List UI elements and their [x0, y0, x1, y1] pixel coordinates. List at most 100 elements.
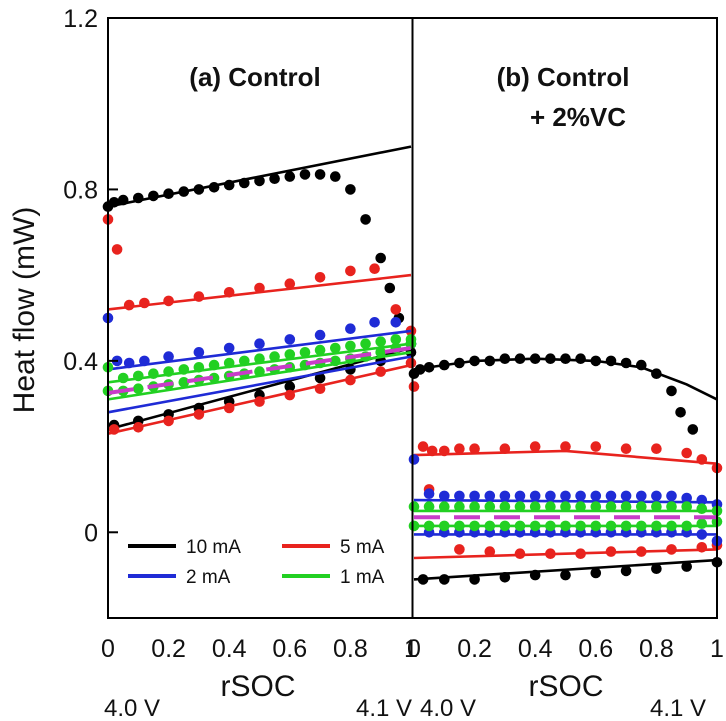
panel-a-series-15-dashed-line	[107, 346, 412, 395]
panel-b-series-12-point-5	[484, 501, 496, 512]
panel-a-series-11-point-11	[269, 351, 280, 362]
panel-b-series-12-point-17	[666, 501, 677, 512]
panel-b-series-8-point-18	[681, 492, 692, 504]
panel-a-series-4-point-12	[390, 304, 402, 315]
panel-b-series-8-point-12	[590, 490, 602, 502]
panel-a-series-12-point-7	[208, 372, 220, 384]
panel-b-series-4-point-11	[651, 443, 662, 455]
panel-b-series-8-point-3	[454, 490, 465, 502]
legend-label-10ma: 10 mA	[186, 537, 241, 558]
panel-a-series-11-point-13	[299, 347, 311, 358]
panel-b-series-4-point-5	[469, 443, 480, 455]
panel-b-series-0-point-20	[687, 424, 699, 435]
panel-b-series-8-point-1	[423, 488, 435, 500]
panel-a-series-4-point-2	[123, 299, 135, 311]
panel-a-series-11-point-19	[390, 334, 402, 345]
panel-a-series-11-point-14	[314, 344, 326, 356]
panel-a-series-0-point-17	[345, 184, 356, 195]
x-axis-label-a: rSOC	[221, 670, 296, 703]
panel-a-series-0-point-19	[375, 252, 387, 264]
panel-b-series-2-point-6	[590, 567, 602, 579]
panel-a-series-0-point-14	[299, 169, 311, 180]
legend-label-1ma: 1 mA	[340, 567, 385, 588]
panel-a-series-0-point-18	[360, 214, 371, 225]
panel-a-series-10-line	[107, 355, 412, 414]
panel-b-series-4-point-10	[620, 443, 632, 455]
panel-a-series-4-point-8	[284, 278, 296, 290]
panel-b-series-6-point-1	[454, 544, 465, 555]
panel-b-series-8-point-9	[545, 490, 556, 502]
panel-b-series-8-point-13	[605, 490, 617, 502]
panel-a-series-4-point-9	[314, 272, 326, 283]
panel-b-series-4-point-0	[408, 381, 420, 392]
panel-b-series-8-point-6	[499, 490, 511, 502]
panel-b-series-2-point-5	[560, 569, 571, 581]
panel-b-series-12-point-19	[696, 503, 708, 514]
panel-b-series-8-point-5	[484, 490, 496, 502]
panel-b-series-12-point-0	[408, 501, 420, 512]
panel-b-series-8-point-4	[469, 490, 480, 502]
panel-b-series-13-point-19	[696, 518, 708, 529]
y-axis-label: Heat flow (mW)	[8, 207, 41, 414]
panel-a-series-12-point-5	[178, 377, 190, 388]
voltage-end-a: 4.1 V	[356, 695, 412, 721]
panel-b-series-4-point-12	[681, 447, 692, 459]
y-tick-label-1: 0.8	[63, 176, 98, 204]
legend-label-2ma: 2 mA	[186, 567, 231, 588]
panel-b-series-12-point-1	[423, 501, 435, 512]
voltage-start-b: 4.0 V	[420, 695, 476, 721]
x-tick-label-a-2: 0.4	[212, 635, 247, 663]
panel-b-series-0-point-12	[575, 353, 586, 365]
x-tick-label-a-0: 0	[101, 635, 115, 663]
panel-b-series-12-point-2	[439, 501, 450, 512]
panel-b-series-8-point-8	[529, 490, 541, 502]
panel-b-series-5-line	[413, 449, 718, 465]
panel-a-series-11-point-15	[330, 342, 341, 354]
voltage-start-a: 4.0 V	[104, 695, 160, 721]
x-tick-label-b-5: 1	[710, 635, 724, 663]
panel-b-series-8-point-2	[439, 490, 450, 502]
panel-a-series-3-line	[107, 346, 412, 431]
x-tick-label-a-1: 0.2	[151, 635, 186, 663]
panel-a-series-13-line	[107, 342, 412, 384]
x-tick-labels: 0 0.2 0.4 0.6 0.8 10 0.2 0.4 0.6 0.8 1	[101, 635, 724, 663]
plot-frame	[107, 17, 718, 619]
y-tick-labels: 1.2 0.8 0.4 0	[63, 5, 98, 547]
panel-a-series-0-point-15	[314, 169, 326, 180]
panel-b-series-2-point-7	[620, 565, 632, 577]
panel-a-series-4-point-10	[345, 265, 356, 277]
panel-b-series-4-point-7	[529, 441, 541, 452]
x-tick-label-a-5: 1	[404, 635, 418, 663]
panel-a-series-12-point-18	[375, 347, 387, 358]
panel-a-series-0-point-13	[284, 171, 296, 182]
panel-a-series-8-point-8	[284, 334, 296, 345]
legend: 10 mA 5 mA 2 mA 1 mA	[128, 537, 385, 588]
panel-b-series-12-point-3	[454, 501, 465, 512]
panel-a-series-8-point-9	[314, 329, 326, 341]
panel-b-series-8-point-10	[560, 490, 571, 502]
x-tick-label-b-4: 0.8	[639, 635, 674, 663]
x-tick-label-a-4: 0.8	[333, 635, 368, 663]
voltage-end-b: 4.1 V	[650, 695, 706, 721]
panel-b-series-12-point-11	[575, 501, 586, 512]
panel-b-series-8-point-16	[651, 490, 662, 502]
panel-a-series-8-point-4	[163, 351, 174, 362]
panel-a-series-8-point-6	[223, 342, 235, 354]
y-tick-label-3: 0	[84, 519, 98, 547]
panel-a-series-11-point-12	[284, 349, 296, 360]
panel-b-series-3-line	[413, 558, 718, 581]
panel-b-series-0-point-18	[666, 385, 677, 397]
panel-b-series-10-line	[413, 498, 718, 504]
panel-b-series-12-point-15	[636, 501, 647, 512]
panel-a-series-0-point-12	[269, 173, 280, 184]
x-tick-label-b-2: 0.4	[518, 635, 553, 663]
panel-b-series-0-point-19	[675, 407, 686, 418]
panel-a-series-8-point-11	[369, 317, 380, 328]
x-tick-label-b-1: 0.2	[457, 635, 492, 663]
panel-b-series-4-point-1	[417, 441, 429, 452]
x-tick-label-b-3: 0.6	[578, 635, 613, 663]
panel-b-series-2-point-9	[681, 561, 692, 572]
panel-b-series-4-point-9	[590, 441, 602, 452]
panel-a-series-14-line	[107, 351, 412, 401]
panel-b-series-12-point-13	[605, 501, 617, 512]
